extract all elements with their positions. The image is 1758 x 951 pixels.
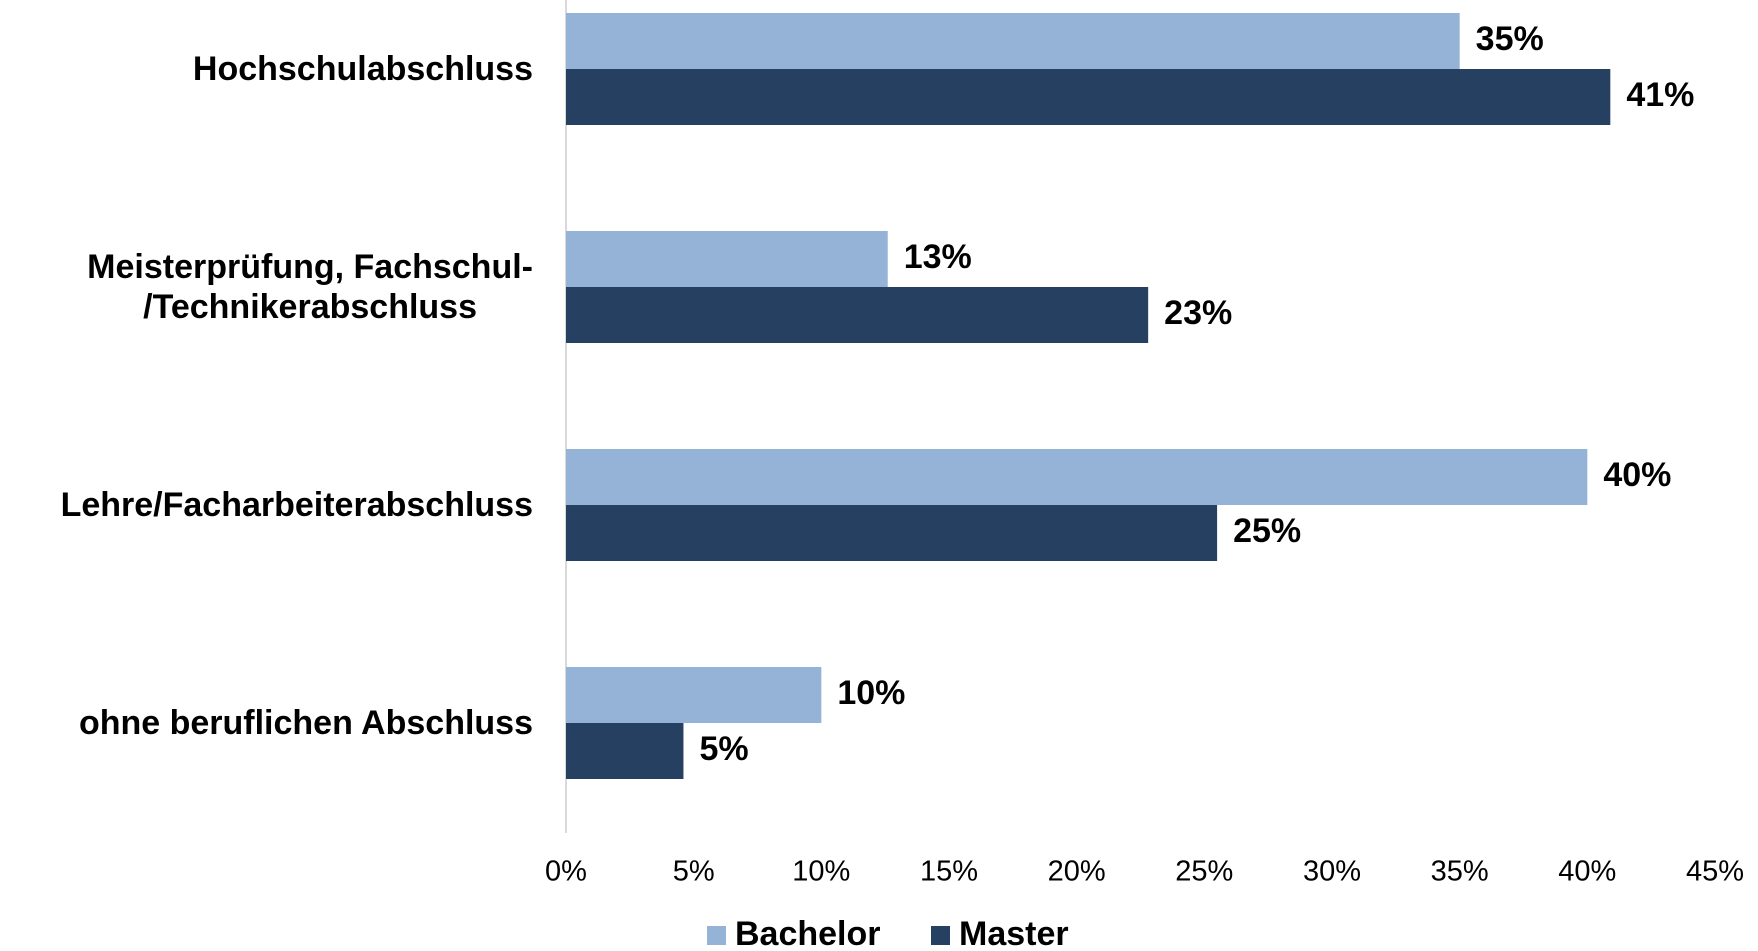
data-label: 35% bbox=[1476, 20, 1544, 58]
x-tick-label: 10% bbox=[792, 856, 850, 888]
data-label: 41% bbox=[1626, 76, 1694, 114]
category-label: Lehre/Facharbeiterabschluss bbox=[60, 486, 533, 524]
data-label: 25% bbox=[1233, 512, 1301, 550]
x-tick-label: 5% bbox=[673, 856, 715, 888]
x-tick-label: 20% bbox=[1048, 856, 1106, 888]
data-label: 10% bbox=[837, 674, 905, 712]
x-tick-label: 15% bbox=[920, 856, 978, 888]
data-label: 13% bbox=[904, 238, 972, 276]
legend-label: Bachelor bbox=[735, 915, 881, 951]
category-label: Meisterprüfung, Fachschul- /Technikerabs… bbox=[87, 248, 533, 326]
bar bbox=[566, 69, 1611, 125]
x-tick-label: 45% bbox=[1686, 856, 1744, 888]
bar bbox=[566, 505, 1218, 561]
x-tick-label: 40% bbox=[1558, 856, 1616, 888]
bar bbox=[566, 231, 888, 287]
category-label: ohne beruflichen Abschluss bbox=[78, 704, 533, 742]
data-label: 23% bbox=[1164, 294, 1232, 332]
bar bbox=[566, 723, 684, 779]
legend-swatch bbox=[707, 926, 726, 945]
legend-swatch bbox=[931, 926, 950, 945]
bar bbox=[566, 449, 1588, 505]
bar bbox=[566, 667, 822, 723]
category-label: Hochschulabschluss bbox=[192, 50, 533, 88]
x-tick-label: 0% bbox=[545, 856, 587, 888]
legend-label: Master bbox=[959, 915, 1069, 951]
bar bbox=[566, 287, 1149, 343]
x-tick-label: 30% bbox=[1303, 856, 1361, 888]
bar bbox=[566, 13, 1460, 69]
x-tick-label: 35% bbox=[1431, 856, 1489, 888]
data-label: 5% bbox=[699, 730, 748, 768]
x-tick-label: 25% bbox=[1175, 856, 1233, 888]
data-label: 40% bbox=[1603, 456, 1671, 494]
